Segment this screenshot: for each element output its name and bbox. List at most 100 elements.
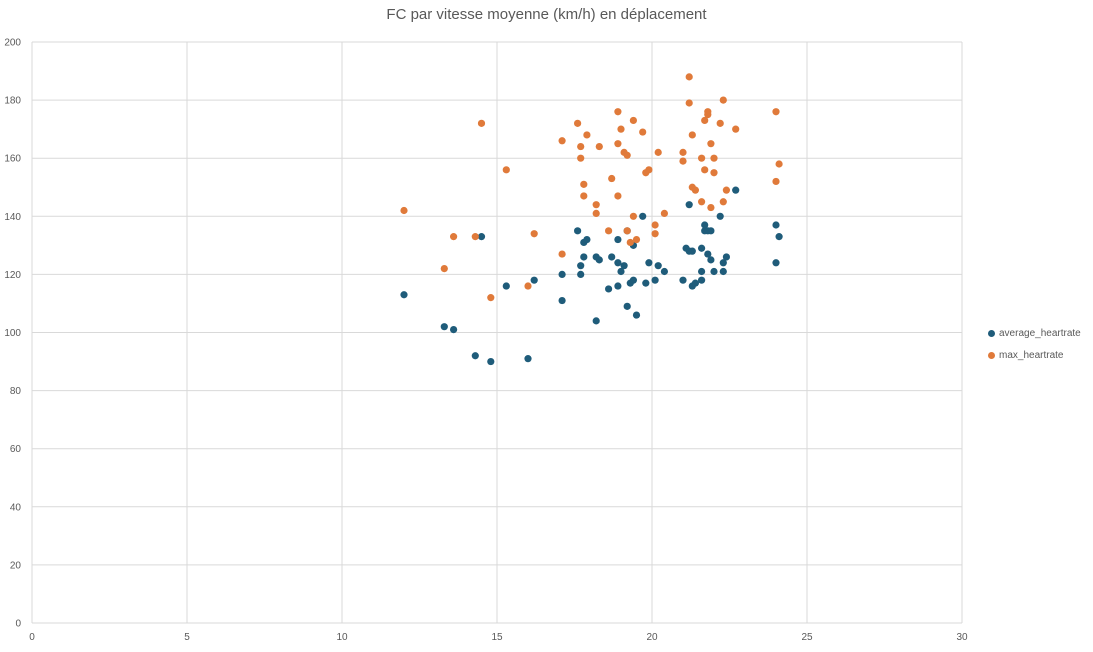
- point-average-heartrate: [691, 279, 700, 287]
- point-max-heartrate: [698, 198, 706, 206]
- point-average-heartrate: [577, 262, 585, 270]
- point-max-heartrate: [710, 169, 718, 177]
- y-tick-label: 60: [10, 444, 22, 455]
- point-max-heartrate: [629, 212, 638, 220]
- point-average-heartrate: [558, 270, 566, 278]
- point-average-heartrate: [617, 267, 625, 276]
- point-max-heartrate: [688, 131, 696, 139]
- x-tick-label: 10: [336, 632, 348, 643]
- point-average-heartrate: [688, 247, 696, 255]
- y-tick-label: 140: [4, 212, 21, 223]
- point-max-heartrate: [660, 209, 669, 217]
- point-max-heartrate: [614, 140, 622, 148]
- point-average-heartrate: [632, 311, 641, 319]
- point-max-heartrate: [577, 154, 585, 162]
- point-max-heartrate: [691, 186, 700, 194]
- data-points: [400, 73, 783, 366]
- point-max-heartrate: [704, 111, 712, 119]
- point-max-heartrate: [623, 227, 631, 235]
- point-average-heartrate: [775, 233, 783, 241]
- y-tick-label: 80: [10, 386, 22, 397]
- legend-marker-average-heartrate: [988, 329, 995, 337]
- x-axis-tick-labels: 0 5 10 15 20 25 30: [29, 632, 968, 643]
- point-average-heartrate: [477, 233, 486, 241]
- point-max-heartrate: [775, 160, 783, 168]
- point-max-heartrate: [685, 73, 693, 81]
- point-max-heartrate: [716, 119, 724, 127]
- point-max-heartrate: [608, 174, 616, 183]
- point-average-heartrate: [558, 296, 566, 305]
- point-max-heartrate: [617, 125, 625, 133]
- point-average-heartrate: [620, 262, 628, 270]
- point-max-heartrate: [654, 148, 662, 156]
- point-average-heartrate: [592, 317, 600, 325]
- point-max-heartrate: [580, 192, 588, 200]
- point-average-heartrate: [574, 227, 582, 235]
- point-average-heartrate: [440, 323, 448, 331]
- x-tick-label: 30: [956, 632, 968, 643]
- point-average-heartrate: [707, 256, 715, 264]
- point-max-heartrate: [450, 233, 458, 241]
- point-average-heartrate: [524, 355, 532, 363]
- point-average-heartrate: [605, 285, 613, 293]
- point-max-heartrate: [583, 131, 591, 139]
- point-average-heartrate: [645, 259, 653, 267]
- point-average-heartrate: [679, 276, 687, 284]
- point-max-heartrate: [651, 230, 659, 238]
- y-axis-tick-labels: 0 20 40 60 80 100 120 140 160 180 200: [4, 38, 21, 630]
- point-max-heartrate: [614, 108, 622, 116]
- x-tick-label: 20: [646, 632, 658, 643]
- point-max-heartrate: [685, 99, 693, 107]
- point-average-heartrate: [502, 282, 510, 290]
- y-tick-label: 100: [4, 328, 21, 339]
- y-tick-label: 20: [10, 560, 22, 571]
- point-average-heartrate: [685, 201, 693, 209]
- chart-title: FC par vitesse moyenne (km/h) en déplace…: [386, 6, 707, 23]
- point-max-heartrate: [471, 233, 479, 241]
- point-average-heartrate: [719, 267, 727, 276]
- point-average-heartrate: [701, 221, 709, 229]
- point-max-heartrate: [707, 203, 715, 212]
- point-max-heartrate: [502, 166, 510, 174]
- point-average-heartrate: [639, 212, 647, 220]
- point-average-heartrate: [577, 270, 585, 278]
- point-max-heartrate: [679, 148, 687, 156]
- point-average-heartrate: [698, 267, 706, 276]
- point-max-heartrate: [707, 140, 715, 148]
- point-max-heartrate: [605, 227, 613, 235]
- point-max-heartrate: [400, 206, 408, 215]
- point-average-heartrate: [707, 227, 715, 235]
- y-tick-label: 120: [4, 270, 21, 281]
- point-max-heartrate: [629, 116, 638, 125]
- point-average-heartrate: [487, 357, 495, 366]
- point-max-heartrate: [477, 119, 486, 127]
- y-tick-label: 0: [15, 619, 21, 630]
- point-max-heartrate: [524, 282, 532, 290]
- legend: average_heartrate max_heartrate: [988, 322, 1081, 366]
- point-max-heartrate: [577, 142, 585, 151]
- y-tick-label: 40: [10, 502, 22, 513]
- point-max-heartrate: [639, 128, 647, 136]
- point-max-heartrate: [772, 177, 780, 186]
- point-max-heartrate: [558, 137, 566, 145]
- point-max-heartrate: [440, 264, 448, 273]
- point-average-heartrate: [772, 221, 780, 229]
- point-max-heartrate: [592, 209, 600, 217]
- point-max-heartrate: [645, 166, 653, 174]
- point-max-heartrate: [580, 180, 588, 188]
- point-average-heartrate: [651, 276, 659, 284]
- point-max-heartrate: [701, 116, 709, 125]
- point-average-heartrate: [608, 253, 616, 261]
- point-average-heartrate: [583, 235, 591, 244]
- point-average-heartrate: [660, 267, 669, 276]
- point-average-heartrate: [722, 253, 731, 261]
- point-max-heartrate: [710, 154, 718, 162]
- x-tick-label: 25: [801, 632, 813, 643]
- legend-label-max-heartrate: max_heartrate: [999, 349, 1064, 361]
- point-max-heartrate: [679, 157, 687, 165]
- point-max-heartrate: [623, 151, 631, 159]
- point-max-heartrate: [530, 230, 538, 238]
- point-average-heartrate: [471, 352, 479, 360]
- legend-marker-max-heartrate: [988, 351, 995, 359]
